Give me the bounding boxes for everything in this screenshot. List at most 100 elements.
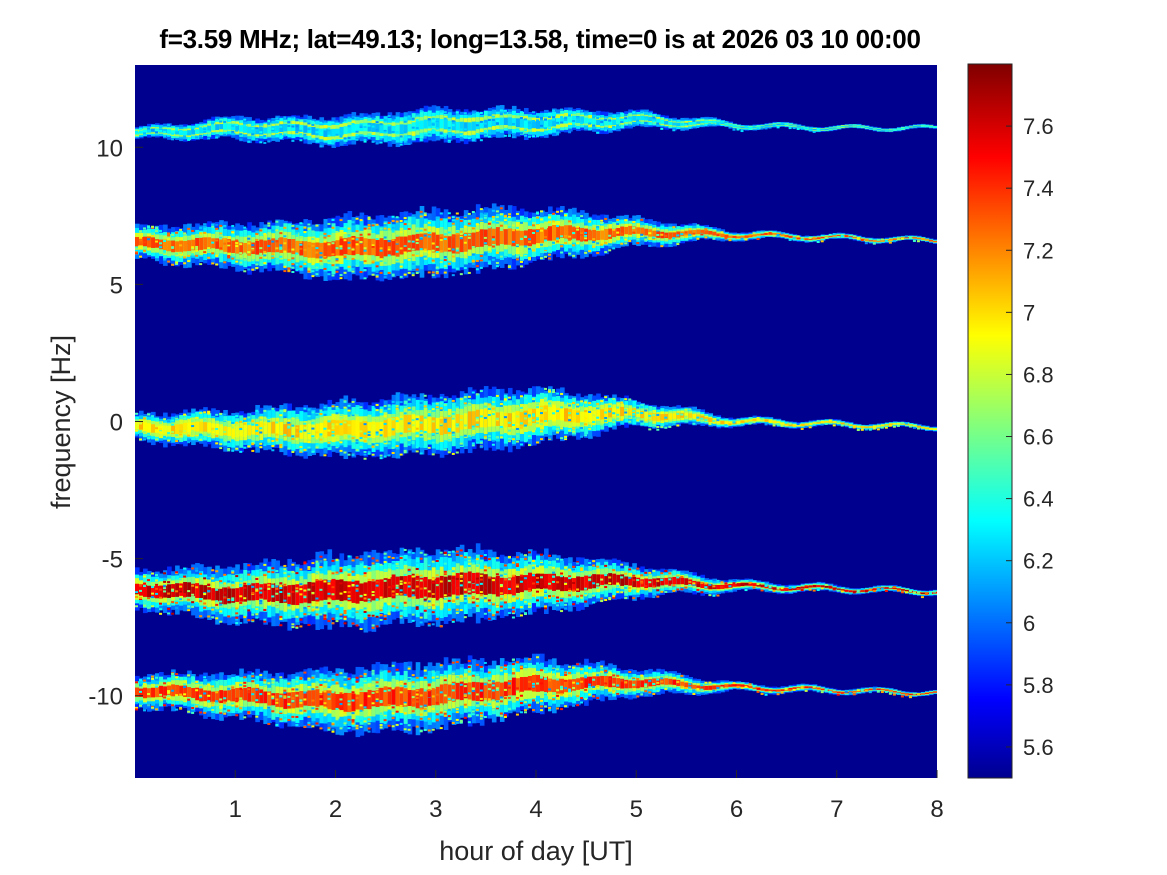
band-speckle — [347, 591, 351, 594]
band-speckle — [419, 215, 423, 218]
band-speckle — [215, 427, 219, 430]
band-speckle — [668, 423, 672, 426]
band-cell — [379, 579, 385, 599]
band-cell — [732, 125, 738, 127]
band-speckle — [499, 228, 503, 231]
band-speckle — [515, 245, 519, 248]
band-speckle — [407, 143, 411, 146]
band-speckle — [155, 240, 159, 243]
band-cell — [143, 422, 148, 432]
band-speckle — [295, 432, 299, 435]
band-speckle — [303, 606, 307, 609]
band-cell — [836, 234, 842, 237]
band-speckle — [239, 601, 243, 604]
band-speckle — [175, 601, 179, 604]
band-speckle — [327, 420, 331, 423]
band-speckle — [347, 595, 351, 598]
band-speckle — [227, 615, 231, 618]
band-speckle — [411, 274, 415, 277]
band-speckle — [644, 409, 648, 412]
band-speckle — [447, 247, 451, 250]
band-cell — [864, 239, 870, 241]
band-speckle — [540, 253, 544, 256]
band-speckle — [544, 431, 548, 434]
band-speckle — [592, 414, 596, 417]
band-speckle — [339, 274, 343, 277]
band-cell — [780, 422, 786, 425]
band-cell — [219, 238, 224, 251]
band-speckle — [419, 433, 423, 436]
band-speckle — [267, 587, 271, 590]
band-cell — [311, 424, 317, 438]
band-speckle — [387, 254, 391, 257]
band-speckle — [311, 411, 315, 414]
band-speckle — [544, 227, 548, 230]
band-speckle — [391, 594, 395, 597]
band-speckle — [572, 430, 576, 433]
band-speckle — [395, 259, 399, 262]
band-speckle — [576, 251, 580, 254]
band-speckle — [588, 128, 592, 131]
band-speckle — [471, 139, 475, 142]
band-cell — [812, 237, 818, 240]
band-cell — [291, 238, 296, 255]
band-speckle — [303, 133, 307, 136]
band-cell — [860, 126, 866, 128]
band-speckle — [708, 234, 712, 237]
band-cell — [916, 426, 922, 428]
band-speckle — [904, 235, 908, 238]
band-cell — [780, 234, 786, 237]
band-speckle — [199, 433, 203, 436]
band-speckle — [483, 437, 487, 440]
band-speckle — [419, 431, 423, 434]
band-speckle — [255, 607, 259, 610]
band-speckle — [291, 590, 295, 593]
band-cell — [315, 423, 321, 438]
band-speckle — [139, 127, 143, 130]
band-speckle — [179, 578, 183, 581]
band-speckle — [183, 593, 187, 596]
band-speckle — [419, 237, 423, 240]
band-speckle — [195, 601, 199, 604]
band-speckle — [283, 134, 287, 137]
band-cell — [556, 118, 561, 125]
band-speckle — [143, 241, 147, 244]
band-speckle — [299, 247, 303, 250]
band-speckle — [319, 256, 323, 259]
band-speckle — [195, 436, 199, 439]
band-speckle — [495, 251, 499, 254]
band-speckle — [235, 612, 239, 615]
band-speckle — [211, 569, 215, 572]
band-speckle — [351, 127, 355, 130]
band-speckle — [467, 137, 471, 140]
band-speckle — [351, 221, 355, 224]
band-speckle — [531, 398, 535, 401]
band-cell — [688, 413, 693, 418]
band-speckle — [564, 214, 568, 217]
band-cell — [564, 408, 569, 422]
band-cell — [403, 414, 409, 433]
band-cell — [511, 229, 517, 247]
band-speckle — [544, 387, 548, 390]
band-speckle — [259, 256, 263, 259]
band-speckle — [656, 114, 660, 117]
band-speckle — [243, 441, 247, 444]
band-speckle — [656, 428, 660, 431]
band-speckle — [315, 419, 319, 422]
band-speckle — [215, 435, 219, 438]
band-speckle — [307, 606, 311, 609]
band-speckle — [435, 402, 439, 405]
band-speckle — [175, 590, 179, 593]
band-speckle — [251, 613, 255, 616]
band-speckle — [588, 410, 592, 413]
band-speckle — [467, 236, 471, 239]
band-speckle — [431, 260, 435, 263]
band-cell — [588, 230, 593, 241]
band-cell — [756, 233, 762, 236]
band-cell — [235, 588, 240, 602]
band-speckle — [271, 449, 275, 452]
band-speckle — [716, 419, 720, 422]
band-speckle — [335, 571, 339, 574]
band-cell — [668, 121, 673, 126]
band-speckle — [135, 130, 138, 133]
